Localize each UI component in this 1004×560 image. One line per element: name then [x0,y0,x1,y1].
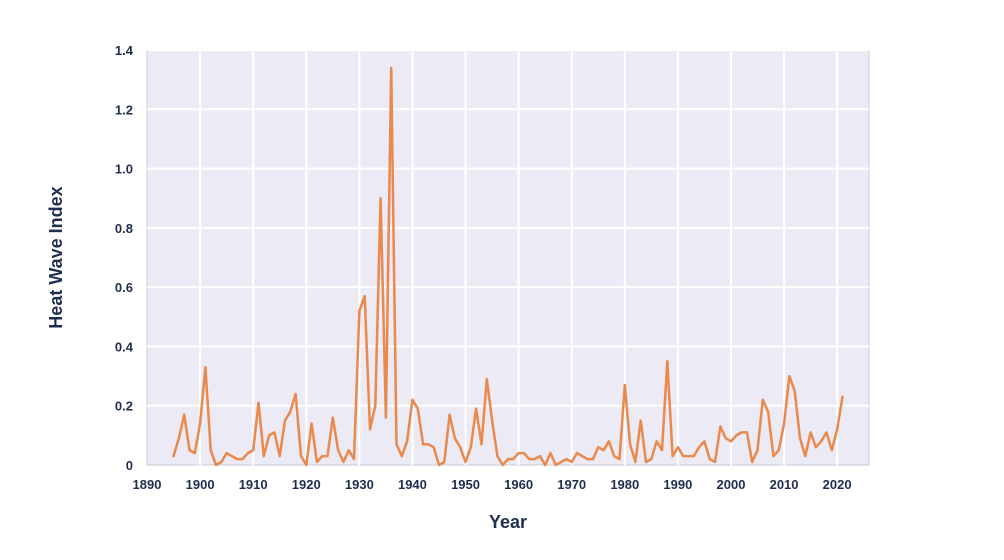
x-tick-label: 1890 [133,477,162,492]
x-tick-label: 1970 [557,477,586,492]
y-tick-label: 0 [126,458,133,473]
x-tick-label: 1960 [504,477,533,492]
x-tick-label: 2020 [823,477,852,492]
x-tick-label: 1940 [398,477,427,492]
x-tick-label: 2000 [717,477,746,492]
y-tick-label: 1.2 [115,102,133,117]
x-tick-label: 1980 [610,477,639,492]
y-tick-label: 0.8 [115,221,133,236]
gridlines [147,49,869,465]
x-tick-label: 1900 [186,477,215,492]
plot-area [146,49,870,466]
y-tick-label: 1.4 [115,43,134,58]
y-tick-label: 0.4 [115,339,134,354]
y-tick-label: 0.6 [115,280,133,295]
x-tick-label: 1920 [292,477,321,492]
x-axis-title: Year [489,512,527,532]
y-tick-label: 1.0 [115,162,133,177]
series-group [172,66,844,467]
y-axis-ticks: 0 0.2 0.4 0.6 0.8 1.0 1.2 1.4 [115,43,134,473]
y-axis-title: Heat Wave Index [46,186,66,328]
x-tick-label: 1930 [345,477,374,492]
x-tick-label: 2010 [770,477,799,492]
x-tick-label: 1990 [663,477,692,492]
x-tick-label: 1910 [239,477,268,492]
heat-wave-index-line [172,66,844,467]
x-tick-label: 1950 [451,477,480,492]
y-tick-label: 0.2 [115,399,133,414]
x-axis-ticks: 1890 1900 1910 1920 1930 1940 1950 1960 1970 1980… [133,477,852,492]
